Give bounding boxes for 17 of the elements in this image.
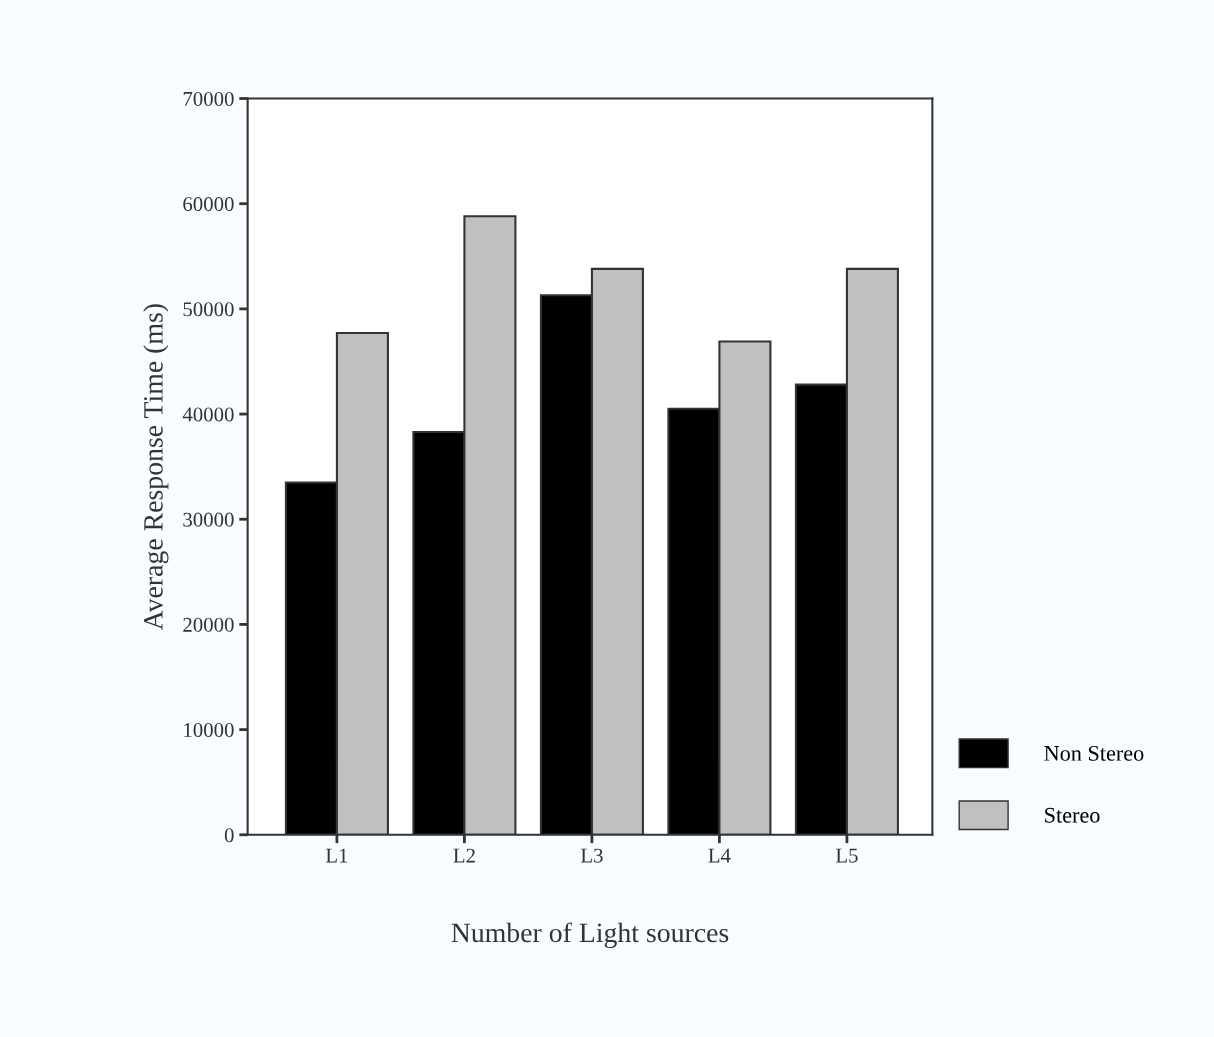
x-tick-label: L2 xyxy=(453,848,475,863)
x-tick-label: L4 xyxy=(708,848,731,863)
legend-label: Non Stereo xyxy=(1044,745,1144,761)
y-tick-label: 20000 xyxy=(183,617,234,632)
x-tick-label: L3 xyxy=(580,848,603,863)
y-tick-label: 40000 xyxy=(182,407,234,422)
x-tick-label: L1 xyxy=(325,848,348,863)
y-tick-label: 60000 xyxy=(183,197,234,212)
x-tick-label: L5 xyxy=(835,848,858,863)
y-tick-label: 50000 xyxy=(183,302,234,317)
y-tick-label: 70000 xyxy=(183,91,234,106)
legend-label: Stereo xyxy=(1045,807,1100,823)
y-tick-label: 30000 xyxy=(183,512,234,527)
y-axis-title: Average Response Time (ms) xyxy=(143,304,169,631)
y-tick-label: 0 xyxy=(224,828,234,843)
y-tick-label: 10000 xyxy=(184,722,234,738)
x-axis-title: Number of Light sources xyxy=(451,922,729,948)
